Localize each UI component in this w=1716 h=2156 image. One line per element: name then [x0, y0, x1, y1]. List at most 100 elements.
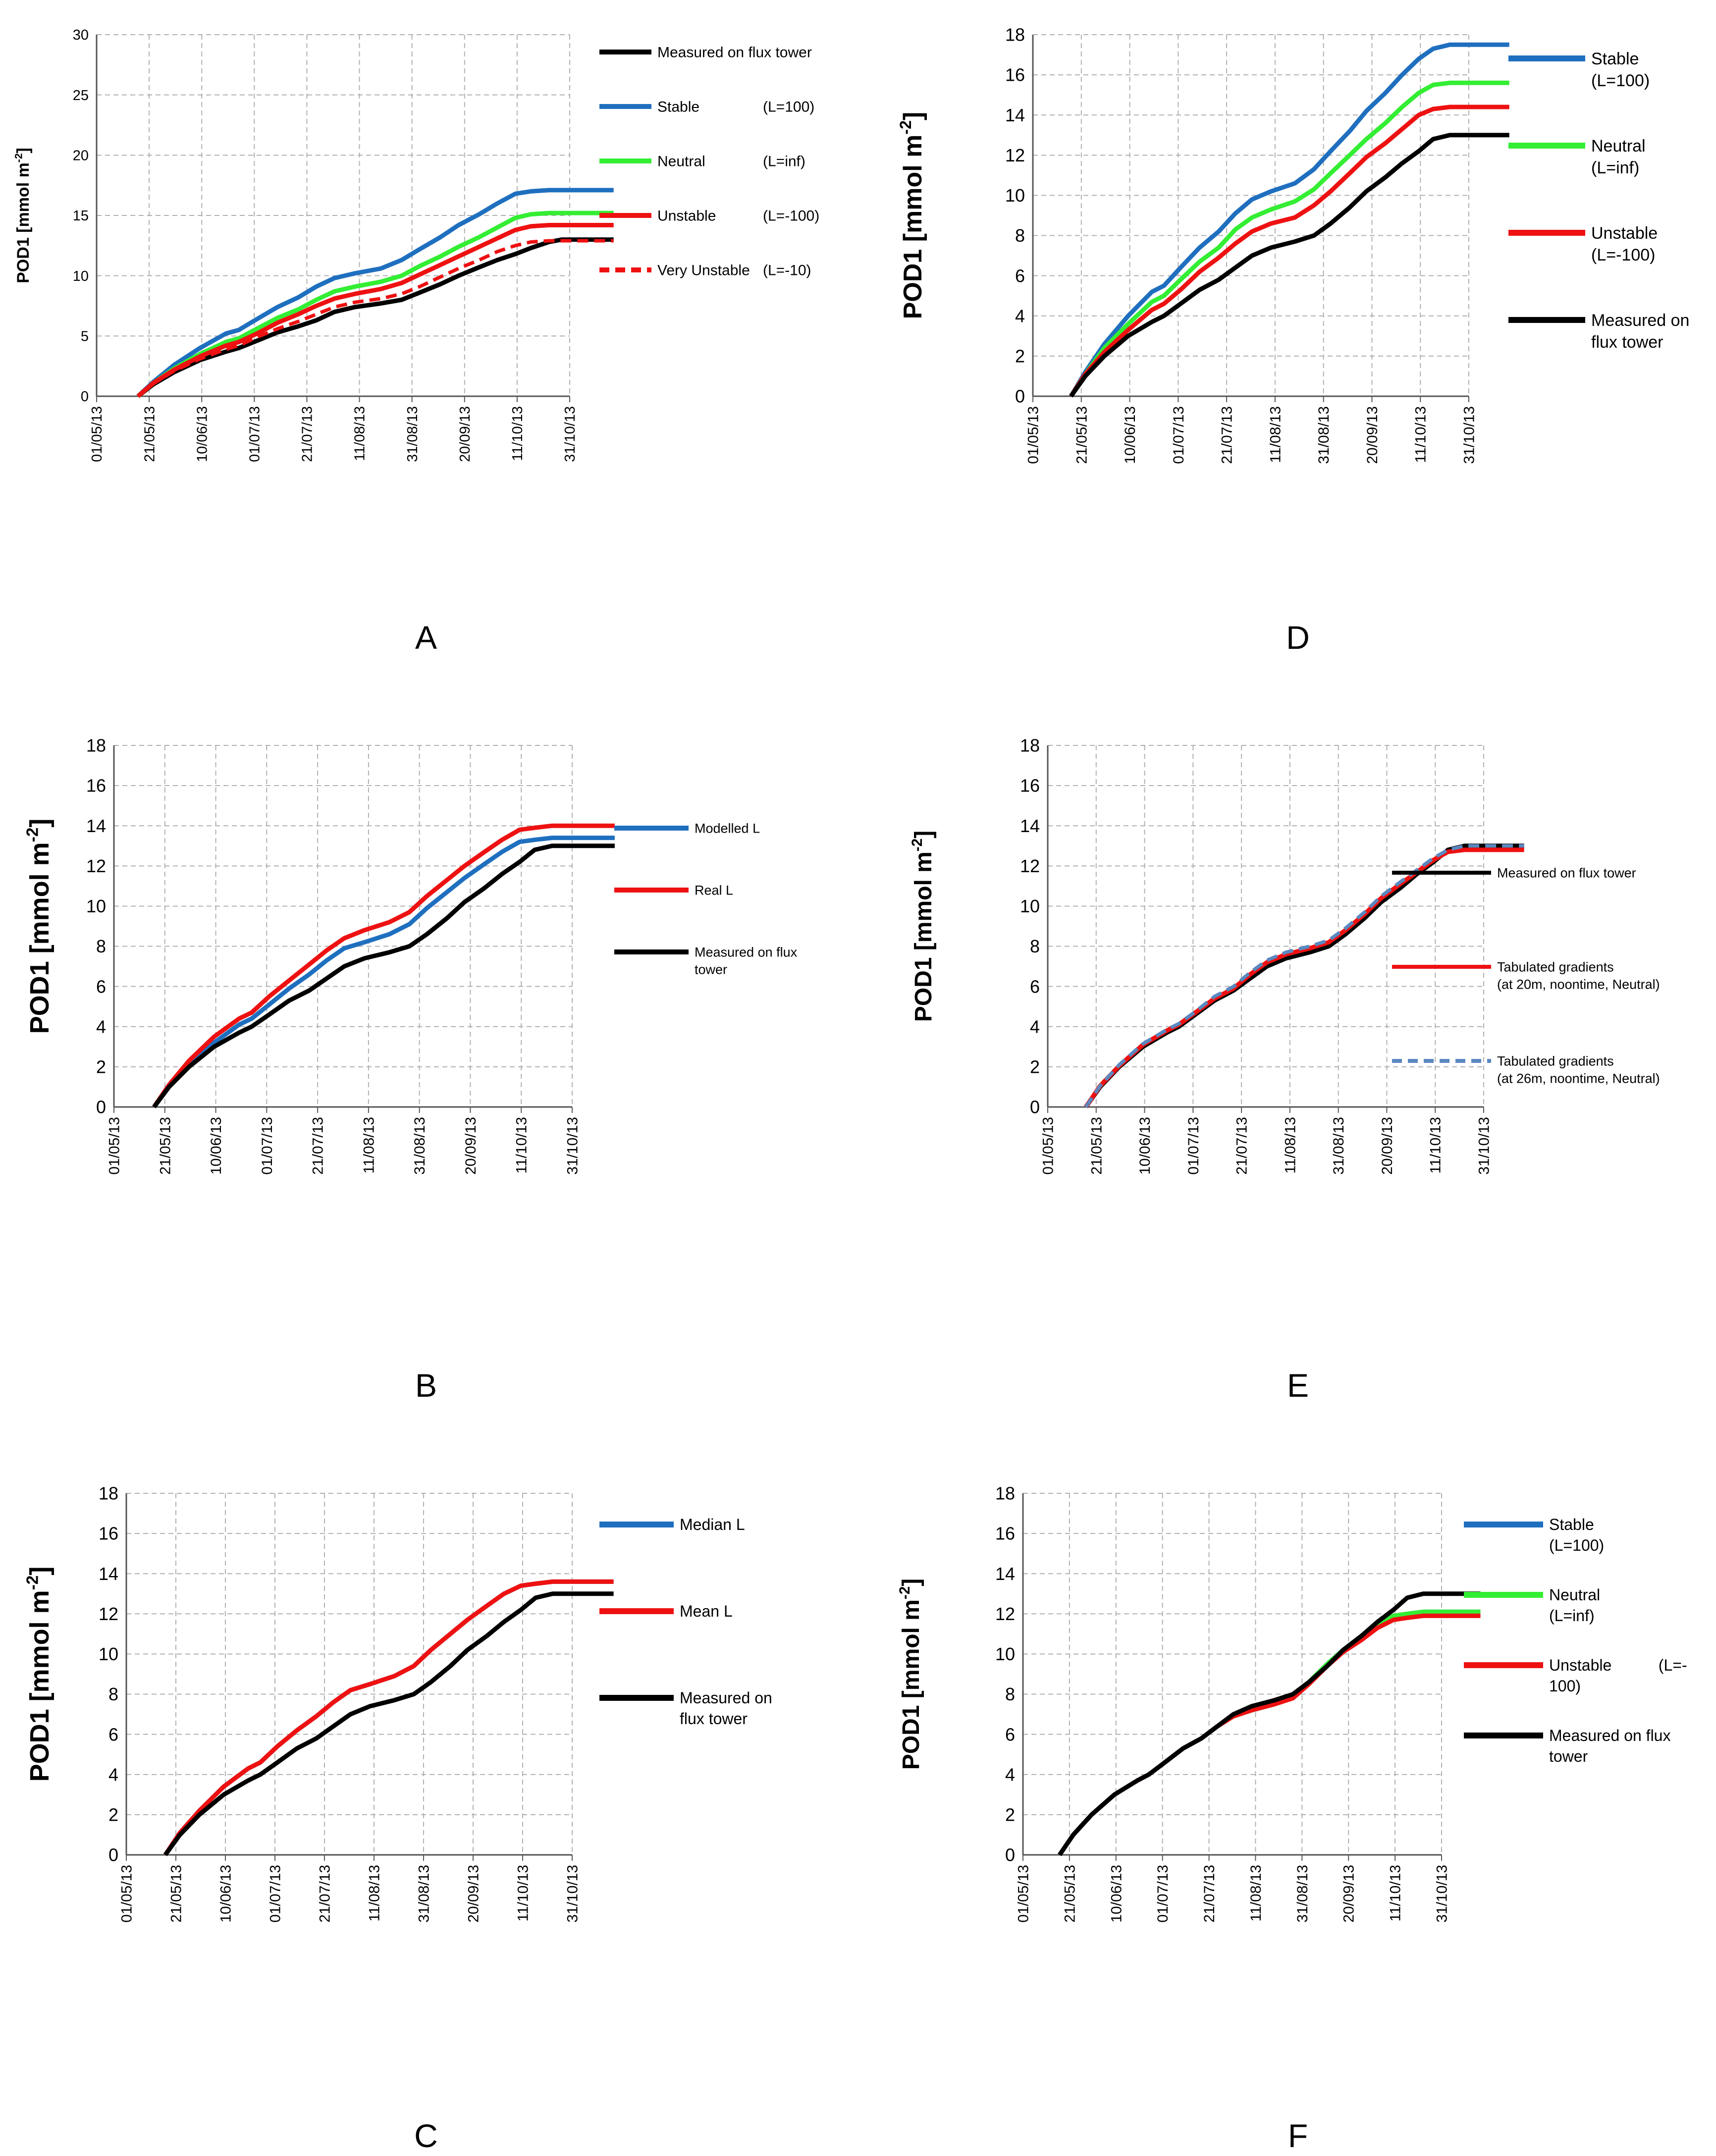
y-tick-label: 10 — [73, 268, 89, 284]
y-tick-label: 12 — [99, 1604, 118, 1624]
y-tick-label: 4 — [1005, 1764, 1015, 1785]
chart-panel-b: 0 2 4 6 8 10 12 14 16 18 01/05/13 21/05/13 10/06/13 0… — [23, 736, 797, 1404]
y-tick-label: 10 — [86, 896, 106, 916]
panel-letter: A — [415, 619, 437, 656]
legend-tag: (L=inf) — [763, 154, 805, 170]
series-line-median-l — [163, 1579, 614, 1856]
y-tick-label: 6 — [1005, 1724, 1015, 1744]
legend-label: Mean L — [680, 1602, 733, 1620]
x-tick-label: 11/10/13 — [515, 1865, 532, 1922]
legend-label-line2: flux tower — [1591, 333, 1663, 352]
x-tick-label: 31/10/13 — [1461, 406, 1478, 464]
y-tick-label: 12 — [86, 856, 106, 876]
y-tick-label: 16 — [86, 776, 106, 796]
legend-tag: (L=100) — [763, 99, 814, 115]
x-tick-label: 31/08/13 — [405, 406, 421, 462]
y-tick-label: 30 — [73, 27, 89, 43]
x-tick-label: 10/06/13 — [1137, 1117, 1153, 1175]
x-tick-label: 11/10/13 — [514, 1117, 530, 1174]
legend-label: Very Unstable — [657, 263, 750, 279]
series-line-stable — [136, 188, 614, 398]
x-tick-label: 21/05/13 — [157, 1117, 173, 1175]
series-line-stable — [1069, 42, 1509, 398]
y-axis-label: POD1 [mmol m-2] — [897, 112, 927, 319]
y-tick-label: 12 — [1020, 856, 1040, 876]
y-tick-label: 5 — [81, 328, 89, 344]
y-tick-label: 14 — [995, 1564, 1015, 1584]
series-line-measured-on — [163, 1591, 614, 1856]
y-tick-label: 10 — [1005, 185, 1025, 206]
legend-label: Measured on flux — [695, 945, 798, 959]
y-tick-label: 8 — [108, 1684, 118, 1704]
x-tick-label: 11/08/13 — [352, 406, 368, 461]
y-tick-label: 4 — [1015, 306, 1025, 326]
x-tick-label: 31/10/13 — [565, 1117, 581, 1175]
y-tick-label: 0 — [1030, 1097, 1040, 1117]
y-tick-label: 0 — [1005, 1845, 1015, 1865]
y-tick-label: 14 — [86, 816, 106, 836]
x-tick-label: 01/05/13 — [119, 1865, 135, 1923]
x-tick-label: 20/09/13 — [466, 1865, 482, 1923]
y-tick-label: 18 — [1020, 736, 1040, 756]
chart-panel-e: 0 2 4 6 8 10 12 14 16 18 01/05/13 21/05/13 10/06/13 0… — [909, 736, 1660, 1404]
panel-letter: D — [1286, 619, 1310, 656]
y-tick-label: 4 — [108, 1764, 118, 1785]
series-line-stable — [1058, 1609, 1481, 1856]
x-tick-label: 31/10/13 — [1476, 1117, 1493, 1175]
legend-tag: (L=-10) — [763, 263, 811, 279]
y-tick-label: 20 — [73, 148, 89, 163]
legend-label: Stable — [1549, 1516, 1594, 1533]
series-line-neutral — [1058, 1609, 1481, 1856]
legend-label-line2: (L=inf) — [1591, 158, 1639, 177]
x-tick-label: 11/08/13 — [1267, 406, 1284, 463]
y-tick-label: 12 — [995, 1604, 1015, 1624]
y-tick-label: 8 — [1030, 936, 1040, 956]
series-line-neutral — [1069, 80, 1509, 398]
series-line-measured-on-flux — [1058, 1591, 1481, 1856]
x-tick-label: 21/07/13 — [1201, 1865, 1218, 1923]
x-tick-label: 21/07/13 — [1234, 1117, 1250, 1175]
x-tick-label: 11/10/13 — [1428, 1117, 1444, 1174]
x-tick-label: 01/05/13 — [1016, 1865, 1032, 1923]
y-tick-label: 4 — [1030, 1016, 1040, 1037]
y-axis-label: POD1 [mmol m-2] — [23, 819, 54, 1034]
y-tick-label: 16 — [1020, 776, 1040, 796]
y-tick-label: 10 — [995, 1644, 1015, 1664]
x-tick-label: 01/07/13 — [268, 1865, 284, 1923]
x-tick-label: 31/10/13 — [1434, 1865, 1450, 1923]
legend-label: Neutral — [657, 154, 705, 170]
legend-label: Neutral — [1591, 137, 1646, 156]
x-tick-label: 10/06/13 — [208, 1117, 224, 1175]
y-tick-label: 6 — [108, 1724, 118, 1744]
chart-panel-a: 0 5 10 15 20 25 30 01/05/13 21/05/13 10/06/13 01/0… — [13, 27, 819, 656]
x-tick-label: 11/10/13 — [1388, 1865, 1404, 1922]
legend-label: Median L — [680, 1516, 745, 1533]
series-line-measured-on-flux-tower — [136, 237, 614, 398]
y-tick-label: 12 — [1005, 145, 1025, 165]
x-tick-label: 11/10/13 — [510, 406, 526, 461]
x-tick-label: 21/05/13 — [142, 406, 158, 462]
y-axis-label: POD1 [mmol m-2] — [909, 831, 937, 1022]
x-tick-label: 31/08/13 — [1316, 406, 1332, 464]
y-tick-label: 8 — [1005, 1684, 1015, 1704]
panel-letter: C — [414, 2117, 438, 2154]
legend-label: Measured on flux — [1549, 1727, 1670, 1744]
x-tick-label: 31/08/13 — [412, 1117, 428, 1175]
legend-label: Stable — [657, 99, 699, 115]
y-tick-label: 16 — [995, 1524, 1015, 1544]
legend-label-line2: 100) — [1549, 1677, 1581, 1695]
x-tick-label: 10/06/13 — [194, 406, 210, 462]
legend-label-line2: (L=-100) — [1591, 246, 1655, 264]
series-line-tabulated-gradients — [1084, 847, 1524, 1108]
chart-panel-c: 0 2 4 6 8 10 12 14 16 18 01/05/13 21/05/13 10/06/13 0… — [23, 1483, 772, 2154]
y-tick-label: 10 — [99, 1644, 118, 1664]
series-line-measured-on — [1069, 133, 1509, 398]
y-tick-label: 25 — [73, 88, 89, 104]
y-tick-label: 6 — [1015, 265, 1025, 286]
y-tick-label: 16 — [99, 1524, 118, 1544]
x-tick-label: 01/05/13 — [89, 406, 105, 462]
chart-panel-d: 0 2 4 6 8 10 12 14 16 18 01/05/13 21/05/13 10/06/13 0… — [897, 25, 1689, 656]
legend-label: Unstable — [657, 208, 716, 224]
legend-label: Modelled L — [695, 821, 760, 836]
legend-label-line2: tower — [695, 962, 727, 977]
